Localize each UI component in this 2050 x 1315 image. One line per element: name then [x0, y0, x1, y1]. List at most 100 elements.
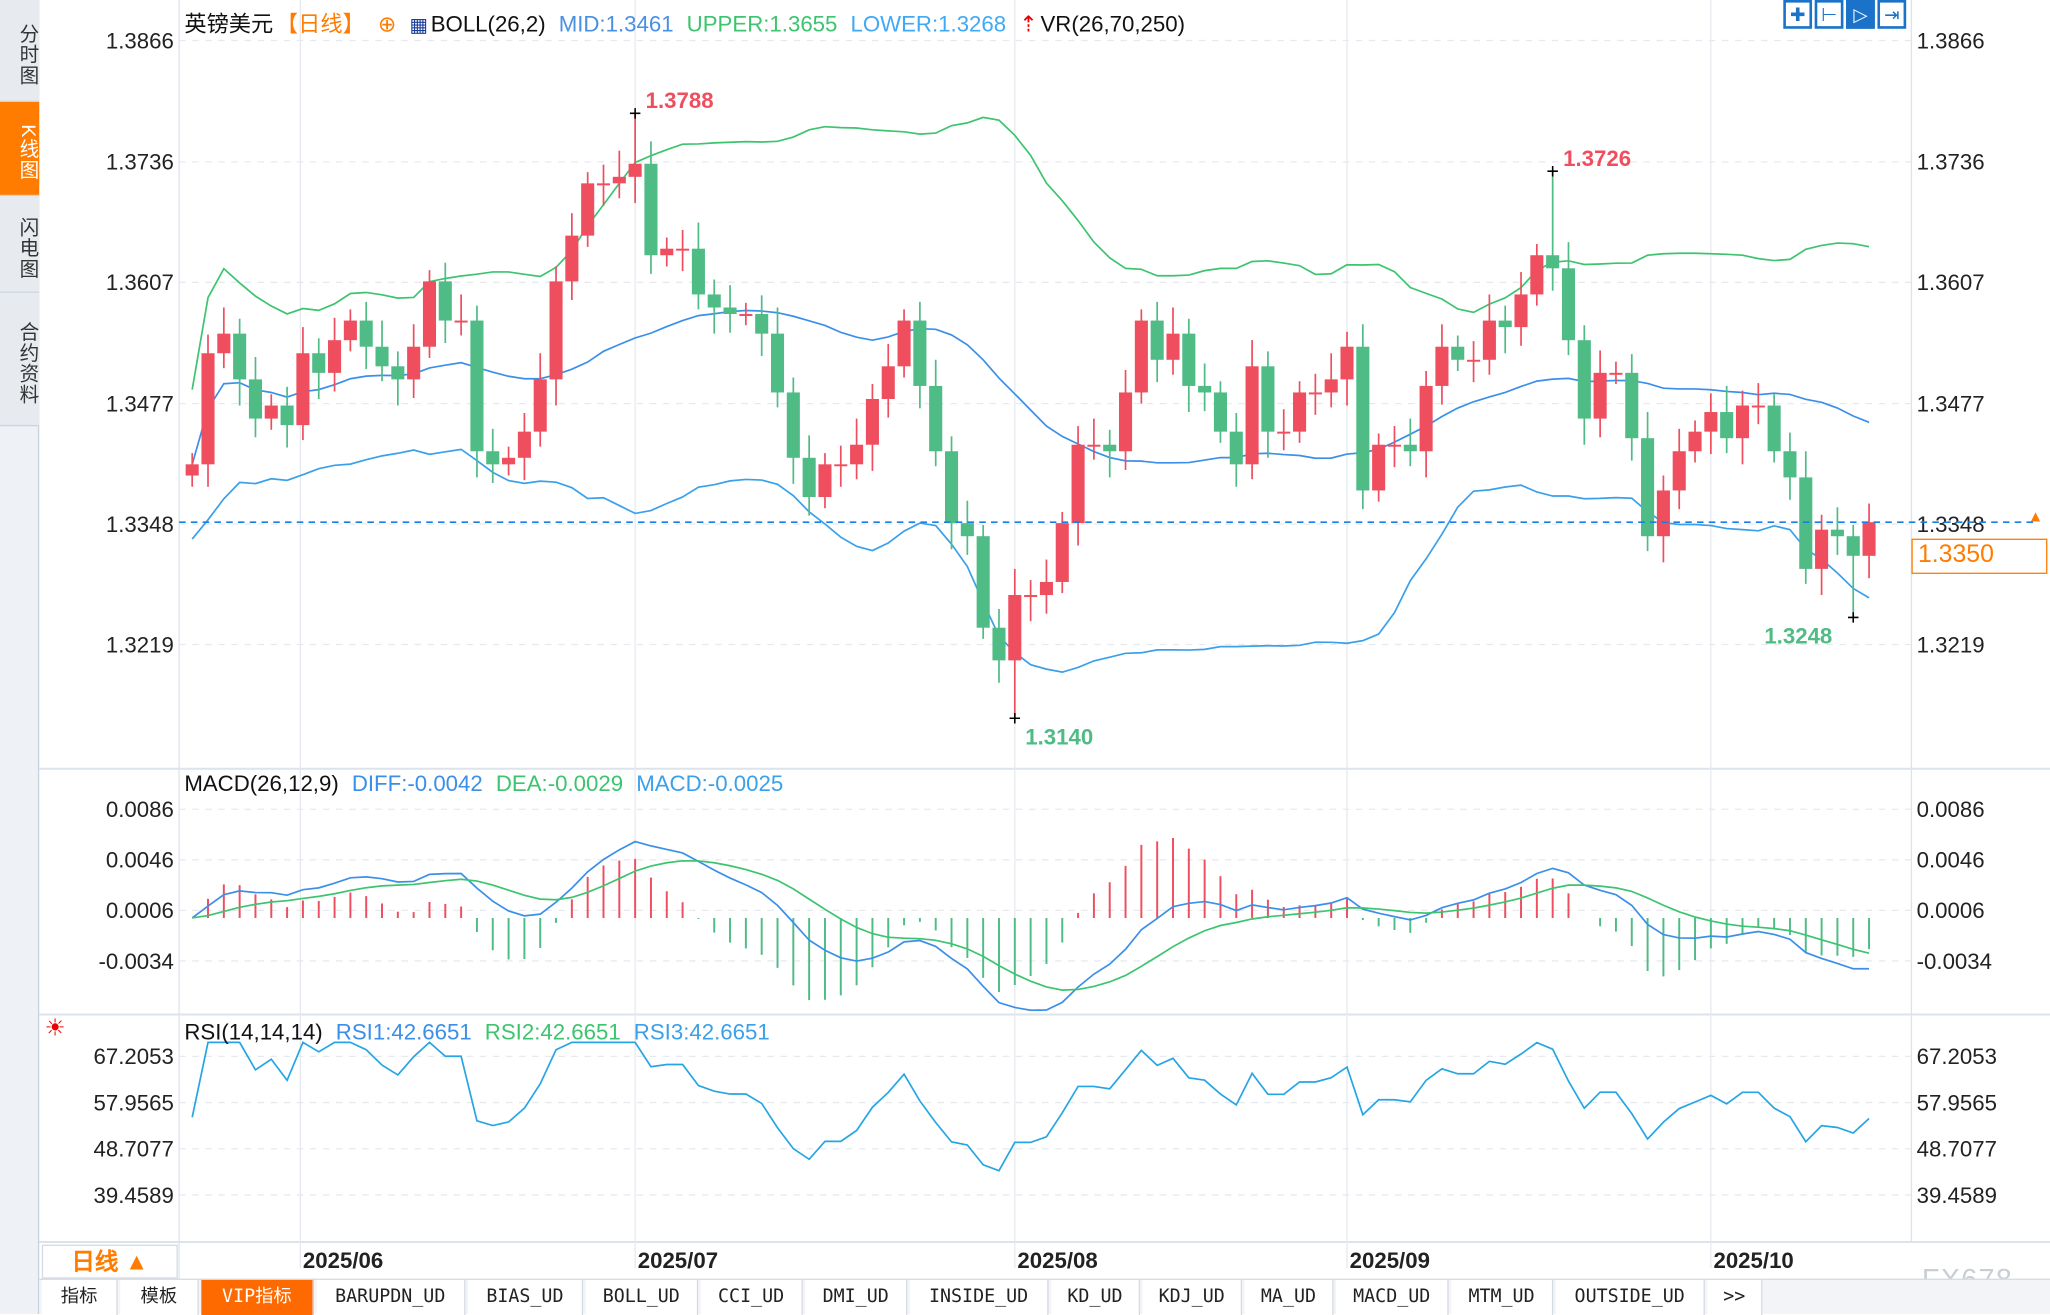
- sidebar-tab-kline[interactable]: K线图: [0, 101, 40, 197]
- extreme-marker: [1547, 165, 1558, 177]
- boll-label[interactable]: BOLL(26,2): [430, 11, 546, 37]
- candle-down: [770, 333, 785, 393]
- y-tick-label-left: 1.3736: [106, 150, 174, 175]
- boll-lower: LOWER:1.3268: [850, 11, 1007, 37]
- candle-down: [1403, 444, 1417, 452]
- indicator-tab[interactable]: >>: [1707, 1279, 1763, 1315]
- y-tick-label-right: 1.3477: [1917, 391, 1985, 416]
- sidebar-tab-contract-info[interactable]: 合约资料: [0, 292, 40, 427]
- candle-down: [375, 346, 389, 367]
- sidebar-tab-flash[interactable]: 闪电图: [0, 196, 40, 293]
- low-price-label: 1.3248: [1764, 624, 1832, 649]
- candle-up: [533, 379, 547, 432]
- arrow-up-icon[interactable]: ⇡: [1019, 11, 1038, 37]
- indicator-tab[interactable]: MA_UD: [1244, 1279, 1334, 1315]
- candle-down: [1720, 412, 1734, 439]
- y-tick-label-right: 57.9565: [1917, 1090, 1997, 1115]
- indicator-tab[interactable]: BOLL_UD: [585, 1279, 699, 1315]
- candle-up: [1467, 359, 1481, 362]
- candle-up: [739, 314, 753, 317]
- indicator-tab[interactable]: OUTSIDE_UD: [1555, 1279, 1705, 1315]
- add-icon[interactable]: ⊕: [377, 11, 397, 37]
- y-tick-label-right: 1.3607: [1917, 270, 1985, 295]
- candle-down: [691, 248, 705, 295]
- macd-label[interactable]: MACD(26,12,9): [184, 771, 339, 797]
- candle-down: [233, 333, 247, 380]
- period-selector[interactable]: 日线 ▲: [41, 1244, 178, 1279]
- indicator-tab[interactable]: 指标: [41, 1279, 118, 1315]
- x-tick-label: 2025/10: [1713, 1248, 1793, 1273]
- vr-label[interactable]: VR(26,70,250): [1040, 11, 1186, 37]
- candle-down: [1150, 320, 1164, 360]
- main-legend: 英镑美元 【日线】 ⊕ ▦ BOLL(26,2) MID:1.3461 UPPER:1.36…: [184, 5, 1198, 38]
- extreme-marker: [1848, 612, 1859, 623]
- rsi2: RSI2:42.6651: [484, 1019, 621, 1045]
- indicator-tab[interactable]: 模板: [120, 1279, 199, 1315]
- candle-down: [723, 307, 737, 315]
- candle-up: [1419, 385, 1433, 452]
- indicator-tab-bar: 指标 模板 VIP指标 BARUPDN_UD BIAS_UD BOLL_UD CCI_UD D…: [39, 1278, 2050, 1315]
- indicator-tab[interactable]: INSIDE_UD: [909, 1279, 1049, 1315]
- y-tick-label-left: 1.3866: [106, 28, 174, 53]
- candle-up: [1166, 333, 1180, 360]
- y-tick-label-left: 0.0086: [106, 797, 174, 822]
- candle-up: [1134, 320, 1148, 393]
- macd-dea: DEA:-0.0029: [495, 771, 624, 797]
- indicator-tab[interactable]: MTM_UD: [1451, 1279, 1554, 1315]
- candle-down: [929, 385, 943, 452]
- boll-mid: MID:1.3461: [558, 11, 674, 37]
- indicator-tab[interactable]: KDJ_UD: [1142, 1279, 1243, 1315]
- rsi-label[interactable]: RSI(14,14,14): [184, 1019, 323, 1045]
- candle-up: [1277, 431, 1291, 434]
- candle-up: [1340, 346, 1354, 380]
- candle-up: [628, 163, 642, 177]
- rsi3: RSI3:42.6651: [633, 1019, 770, 1045]
- candle-down: [1356, 346, 1370, 491]
- scroll-right-icon[interactable]: ⇥: [1877, 0, 1907, 29]
- macd-value: MACD:-0.0025: [636, 771, 784, 797]
- indicator-tab[interactable]: BARUPDN_UD: [316, 1279, 466, 1315]
- candle-down: [913, 320, 927, 386]
- y-tick-label-left: 1.3477: [106, 391, 174, 416]
- indicator-tab[interactable]: BIAS_UD: [468, 1279, 584, 1315]
- candle-up: [1087, 444, 1101, 447]
- candle-down: [1577, 340, 1591, 419]
- y-tick-label-left: 0.0006: [106, 898, 174, 923]
- candle-up: [185, 464, 199, 476]
- candle-up: [1119, 392, 1133, 452]
- boll-indicator-icon[interactable]: ▦: [409, 14, 429, 37]
- high-price-label: 1.3726: [1563, 146, 1631, 171]
- indicator-tab[interactable]: MACD_UD: [1336, 1279, 1449, 1315]
- candle-down: [438, 281, 452, 321]
- indicator-tab[interactable]: VIP指标: [201, 1279, 314, 1315]
- candle-up: [1293, 392, 1307, 432]
- indicator-tab[interactable]: KD_UD: [1051, 1279, 1141, 1315]
- candle-down: [1498, 320, 1512, 328]
- rsi-legend: RSI(14,14,14) RSI1:42.6651 RSI2:42.6651 RSI…: [184, 1020, 782, 1046]
- y-tick-label-right: 1.3736: [1917, 150, 1985, 175]
- candle-down: [644, 163, 658, 256]
- sidebar-tab-timeshare[interactable]: 分时图: [0, 0, 40, 102]
- candle-up: [1609, 372, 1623, 375]
- candle-down: [976, 536, 990, 628]
- candle-up: [1071, 444, 1085, 524]
- crosshair-icon[interactable]: ✚: [1783, 0, 1813, 29]
- indicator-tab[interactable]: DMI_UD: [805, 1279, 908, 1315]
- indicator-tab[interactable]: CCI_UD: [700, 1279, 803, 1315]
- y-tick-label-right: 48.7077: [1917, 1137, 1997, 1162]
- candle-down: [1546, 255, 1560, 269]
- candle-up: [217, 333, 231, 354]
- candle-up: [565, 235, 579, 282]
- period-tag: 【日线】: [275, 11, 365, 37]
- settings-sun-icon[interactable]: ☀: [44, 1014, 66, 1041]
- scroll-up-icon[interactable]: ▲: [2027, 507, 2044, 526]
- y-tick-label-left: 1.3219: [106, 632, 174, 657]
- y-tick-label-left: 1.3348: [106, 512, 174, 537]
- candle-down: [992, 627, 1006, 661]
- candle-up: [1245, 366, 1259, 465]
- symbol-name: 英镑美元: [184, 11, 274, 37]
- play-chart-icon[interactable]: ▷: [1846, 0, 1875, 29]
- candle-down: [1783, 451, 1797, 478]
- zoom-range-icon[interactable]: ⊢: [1814, 0, 1844, 29]
